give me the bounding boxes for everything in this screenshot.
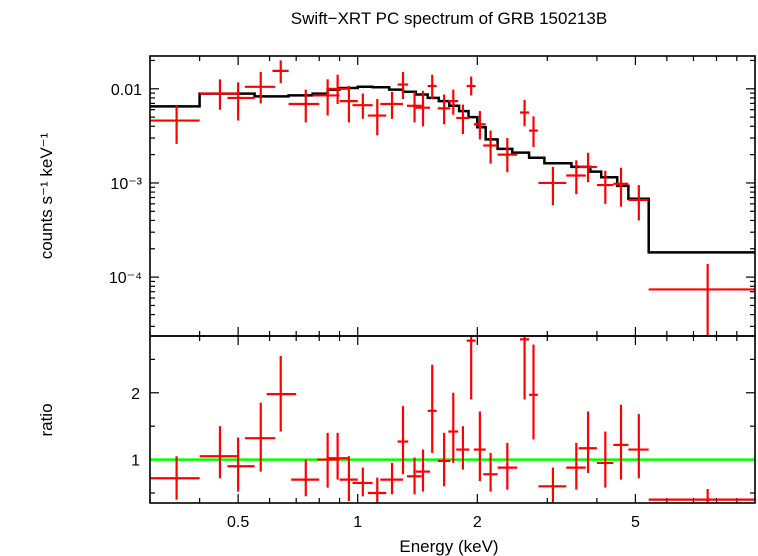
data-point bbox=[628, 185, 649, 221]
ratio-point bbox=[448, 392, 459, 463]
ratio-point bbox=[466, 336, 476, 400]
ratio-point bbox=[473, 411, 486, 481]
ratio-point bbox=[415, 449, 430, 492]
y-tick-label: 10⁻⁴ bbox=[109, 270, 142, 287]
data-point bbox=[227, 82, 255, 121]
ratio-point bbox=[437, 432, 451, 487]
data-point bbox=[596, 170, 614, 204]
ratio-point bbox=[613, 404, 629, 480]
ratio-point bbox=[497, 442, 518, 490]
data-point bbox=[448, 89, 459, 115]
data-point bbox=[312, 79, 340, 116]
data-point bbox=[483, 130, 498, 164]
ratio-point bbox=[483, 452, 498, 492]
ratio-point bbox=[380, 462, 403, 495]
x-tick-label: 2 bbox=[473, 514, 482, 531]
ratio-panel-frame bbox=[149, 335, 756, 504]
y-tick-label: 1 bbox=[131, 453, 140, 470]
ratio-point bbox=[628, 414, 649, 479]
data-point bbox=[456, 104, 470, 135]
y-tick-label: 10⁻³ bbox=[110, 176, 142, 193]
data-point bbox=[406, 91, 422, 123]
spectrum-panel: 0.01 10⁻³ 10⁻⁴ bbox=[109, 55, 756, 337]
y-axis-label-top: counts s⁻¹ keV⁻¹ bbox=[37, 132, 56, 259]
ratio-point bbox=[529, 344, 538, 440]
data-point bbox=[648, 263, 755, 336]
x-tick-label: 1 bbox=[353, 514, 362, 531]
ratio-point bbox=[519, 336, 530, 400]
ratio-point bbox=[199, 426, 239, 479]
ratio-point bbox=[291, 459, 320, 497]
data-point bbox=[339, 86, 358, 123]
data-point bbox=[578, 152, 597, 183]
chart-title: Swift−XRT PC spectrum of GRB 150213B bbox=[291, 9, 607, 28]
data-point bbox=[327, 74, 349, 104]
ratio-point bbox=[397, 406, 409, 475]
ratio-point bbox=[648, 488, 755, 503]
ratio-point bbox=[150, 456, 200, 500]
data-point bbox=[199, 79, 239, 110]
ratio-point bbox=[367, 477, 387, 503]
data-point bbox=[244, 71, 276, 104]
data-point bbox=[497, 138, 518, 173]
x-tick-label: 5 bbox=[631, 514, 640, 531]
ratio-point bbox=[596, 431, 614, 488]
ratio-point bbox=[227, 437, 255, 492]
ratio-point bbox=[327, 432, 349, 480]
y-axis-label-bottom: ratio bbox=[37, 403, 56, 436]
data-point bbox=[529, 116, 538, 148]
data-point bbox=[538, 166, 567, 206]
ratio-point bbox=[578, 411, 597, 473]
x-tick-label: 0.5 bbox=[227, 514, 249, 531]
data-point bbox=[427, 74, 437, 99]
ratio-panel: 1 2 0.5 1 2 5 bbox=[131, 335, 756, 531]
data-point bbox=[272, 60, 289, 84]
data-point bbox=[566, 160, 586, 195]
ratio-point bbox=[266, 356, 297, 432]
ratio-point bbox=[244, 402, 276, 472]
data-point bbox=[437, 94, 451, 125]
data-point bbox=[415, 90, 430, 127]
data-point bbox=[473, 111, 486, 140]
data-point bbox=[288, 89, 320, 123]
data-point bbox=[367, 98, 387, 136]
y-tick-label: 2 bbox=[131, 386, 140, 403]
data-point bbox=[519, 100, 530, 127]
data-point bbox=[613, 167, 629, 207]
y-tick-label: 0.01 bbox=[111, 82, 142, 99]
ratio-point bbox=[352, 467, 373, 497]
ratio-point bbox=[427, 364, 437, 453]
ratio-point bbox=[339, 456, 358, 501]
ratio-point bbox=[317, 432, 340, 488]
ratio-point bbox=[456, 426, 470, 470]
data-point bbox=[150, 105, 200, 144]
data-point bbox=[466, 76, 476, 96]
data-point bbox=[380, 91, 403, 119]
data-point bbox=[397, 71, 409, 99]
ratio-point bbox=[538, 467, 567, 503]
ratio-point bbox=[566, 442, 586, 490]
data-point bbox=[352, 93, 373, 119]
x-axis-label: Energy (keV) bbox=[399, 537, 498, 556]
ratio-point bbox=[406, 457, 422, 495]
